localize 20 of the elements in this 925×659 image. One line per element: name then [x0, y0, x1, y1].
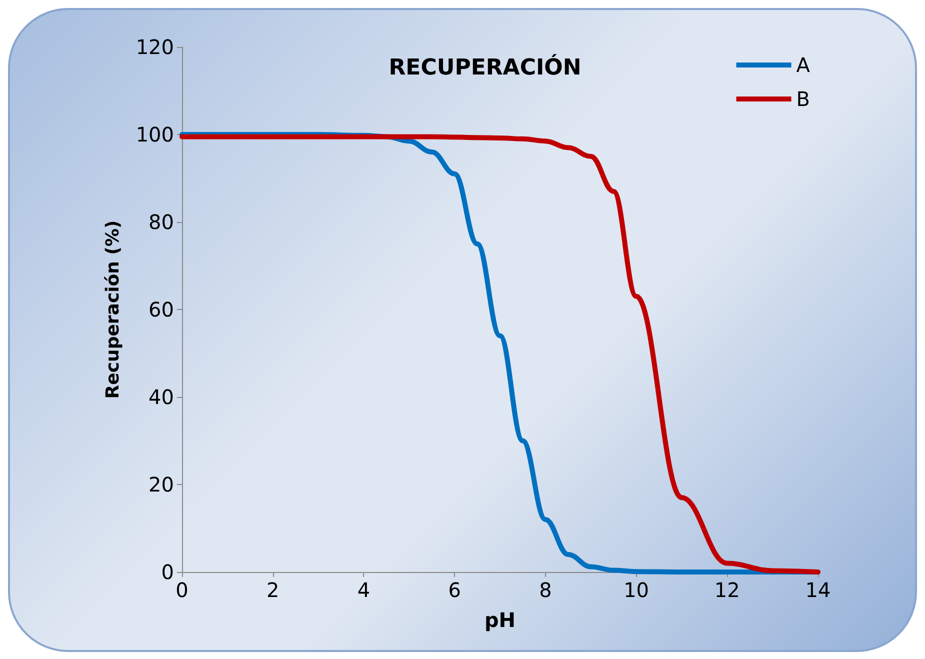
y-tick-label: 120: [136, 35, 174, 59]
x-tick-label: 14: [805, 578, 831, 602]
x-tick-label: 0: [176, 578, 188, 602]
chart-title: RECUPERACIÓN: [388, 54, 582, 80]
x-tick-label: 10: [624, 578, 650, 602]
y-tick-label: 0: [161, 560, 174, 584]
y-tick-label: 100: [136, 122, 174, 146]
x-tick-label: 8: [539, 578, 552, 602]
legend-label: B: [796, 87, 810, 111]
x-tick-label: 4: [357, 578, 370, 602]
x-tick-label: 2: [266, 578, 280, 602]
x-tick-label: 12: [714, 578, 740, 602]
x-axis-title: pH: [484, 608, 516, 632]
y-tick-label: 40: [148, 385, 174, 409]
y-tick-label: 20: [148, 472, 174, 496]
legend-label: A: [796, 53, 810, 77]
y-axis-title: Recuperación (%): [102, 220, 124, 399]
y-tick-label: 80: [148, 210, 174, 234]
y-tick-label: 60: [148, 298, 174, 322]
x-tick-label: 6: [448, 578, 461, 602]
